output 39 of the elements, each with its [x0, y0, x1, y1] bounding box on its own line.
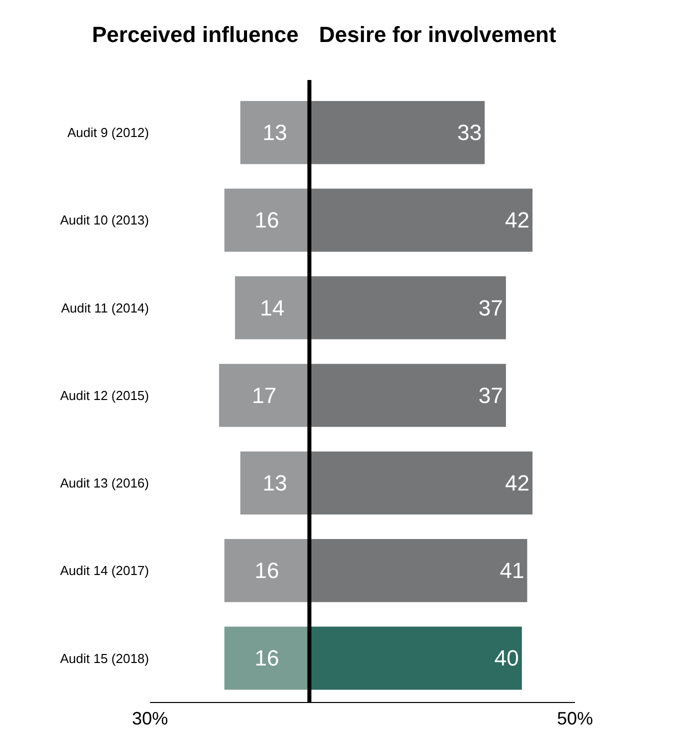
bar — [224, 626, 310, 690]
data-label: 13 — [262, 120, 288, 146]
data-label: 42 — [505, 470, 530, 496]
bar — [309, 364, 506, 427]
data-label: 16 — [254, 558, 280, 584]
y-tick-label: Audit 10 (2013) — [60, 212, 149, 228]
data-label: 41 — [500, 558, 524, 584]
data-label: 42 — [505, 208, 530, 233]
data-label: 33 — [457, 120, 482, 146]
data-label: 40 — [494, 646, 519, 671]
bar — [240, 451, 310, 515]
bar — [309, 101, 485, 164]
data-label: 17 — [252, 382, 276, 408]
data-label: 37 — [478, 382, 503, 408]
y-tick-label: Audit 14 (2017) — [60, 563, 149, 578]
data-label: 13 — [262, 470, 288, 496]
bar — [224, 539, 310, 602]
bar — [309, 626, 522, 690]
bar — [235, 276, 310, 340]
data-label: 16 — [254, 208, 280, 233]
y-tick-label: Audit 13 (2016) — [60, 476, 149, 491]
data-label: 16 — [254, 646, 280, 671]
data-label: 37 — [478, 295, 503, 320]
bar — [309, 276, 506, 340]
y-tick-label: Audit 9 (2012) — [67, 125, 149, 140]
text: Desire for involvement — [319, 22, 557, 47]
bar — [219, 364, 310, 427]
x-tick-label: 30% — [132, 708, 168, 729]
bar — [240, 101, 310, 164]
y-tick-label: Audit 12 (2015) — [60, 388, 149, 403]
y-tick-label: Audit 11 (2014) — [61, 300, 149, 316]
bar — [309, 188, 532, 252]
x-tick-label: 50% — [556, 708, 594, 729]
text: Perceived influence — [92, 22, 299, 47]
y-tick-label: Audit 15 (2018) — [60, 650, 149, 666]
bar — [309, 451, 532, 515]
data-label: 14 — [260, 295, 284, 320]
bar — [224, 188, 310, 252]
bar — [309, 539, 528, 602]
